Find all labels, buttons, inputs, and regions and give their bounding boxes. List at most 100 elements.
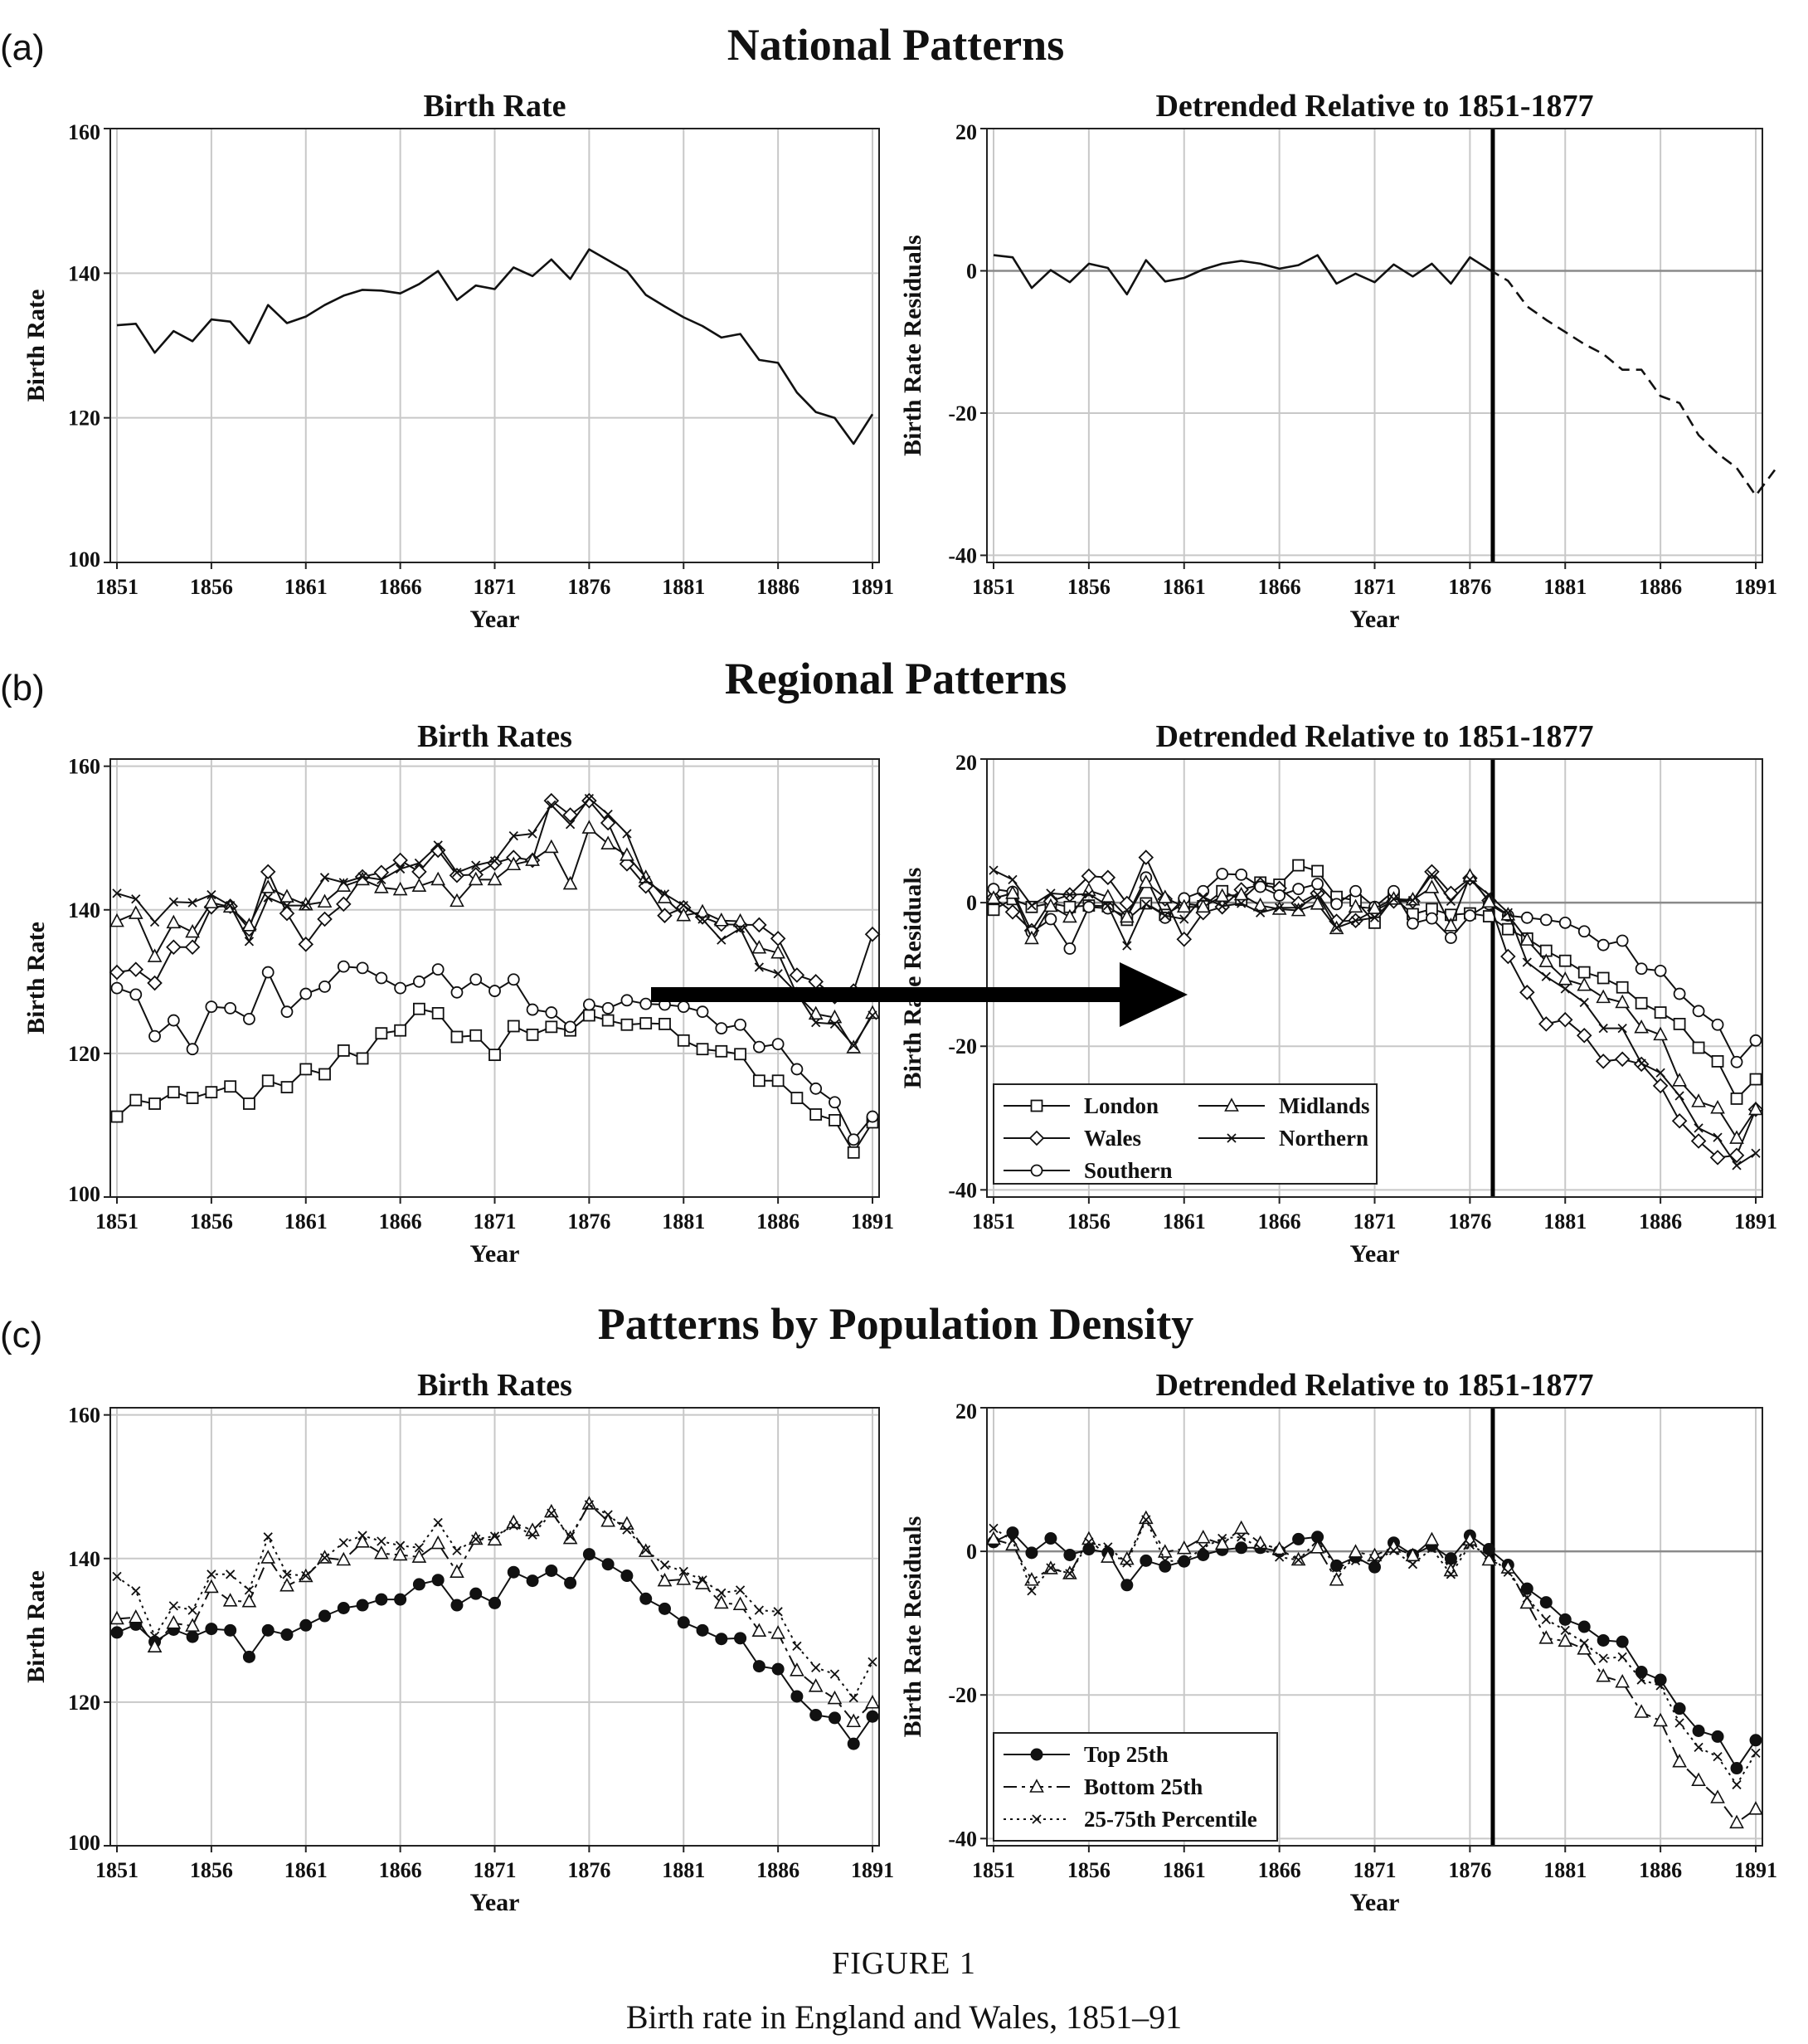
data-point — [986, 1531, 1001, 1545]
data-point — [1579, 997, 1589, 1008]
data-point — [301, 1570, 311, 1581]
data-point — [1217, 901, 1227, 912]
data-point — [547, 800, 556, 810]
x-tick-label: 1891 — [851, 1858, 894, 1882]
x-tick-label: 1881 — [1543, 1209, 1587, 1234]
data-point — [1195, 898, 1211, 913]
data-point — [1730, 1093, 1743, 1105]
data-point — [131, 894, 141, 904]
x-tick-label: 1851 — [972, 575, 1015, 599]
data-point — [770, 1625, 785, 1639]
x-tick-label: 1891 — [851, 1209, 894, 1234]
data-point — [224, 1080, 237, 1093]
data-point — [1195, 1529, 1211, 1544]
legend-box — [993, 1083, 1378, 1185]
data-point — [1024, 1572, 1039, 1586]
data-point — [641, 1545, 651, 1555]
data-point — [1615, 994, 1631, 1009]
data-point — [527, 829, 537, 839]
data-point — [1694, 1742, 1704, 1753]
data-point — [848, 1040, 858, 1050]
data-point — [1138, 874, 1154, 888]
data-point — [149, 917, 160, 927]
data-point — [1426, 869, 1437, 879]
data-point — [1237, 1532, 1247, 1542]
data-point — [280, 1628, 294, 1642]
data-point — [507, 973, 520, 986]
series-line-0 — [993, 254, 1490, 296]
x-tick-label: 1856 — [1067, 575, 1111, 599]
data-point — [1179, 1556, 1189, 1566]
data-point — [450, 893, 464, 908]
data-point — [866, 1110, 879, 1123]
legend-label: Top 25th — [1084, 1742, 1169, 1767]
data-point — [1197, 884, 1210, 898]
data-point — [527, 1530, 537, 1540]
data-point — [1617, 1023, 1627, 1034]
data-point — [1217, 1533, 1227, 1544]
data-point — [545, 1020, 558, 1034]
data-point — [1616, 981, 1629, 994]
data-point — [1597, 971, 1610, 985]
data-point — [241, 917, 257, 932]
x-tick-label: 1851 — [972, 1858, 1015, 1882]
x-axis-label: Year — [470, 1240, 520, 1268]
series-southern — [987, 868, 1762, 1068]
data-point — [751, 917, 767, 933]
x-tick-label: 1886 — [756, 1209, 800, 1234]
data-point — [1557, 1011, 1573, 1028]
series-northern — [989, 865, 1761, 1170]
data-point — [1407, 895, 1418, 906]
data-point — [1560, 984, 1570, 994]
data-point — [1160, 911, 1170, 921]
panel-b-title: Regional Patterns — [725, 654, 1067, 703]
data-point — [1634, 1704, 1649, 1718]
legend-swatch-marker — [1028, 1130, 1045, 1146]
data-point — [395, 864, 406, 874]
data-point — [808, 1678, 824, 1692]
y-tick-label: 100 — [68, 1831, 100, 1855]
data-point — [1119, 1550, 1135, 1565]
data-point — [1749, 1073, 1762, 1086]
data-point — [641, 875, 651, 885]
data-point — [526, 1003, 539, 1016]
figure-caption-label: FIGURE 1 — [832, 1946, 976, 1981]
chart-title: Detrended Relative to 1851-1877 — [1155, 89, 1593, 124]
data-point — [471, 1534, 481, 1545]
data-point — [1634, 1020, 1649, 1034]
data-point — [715, 1633, 728, 1646]
x-tick-label: 1871 — [474, 1209, 517, 1234]
data-point — [1157, 889, 1173, 903]
data-point — [299, 987, 313, 1000]
data-point — [1292, 859, 1305, 872]
data-point — [110, 981, 124, 995]
data-point — [244, 1585, 255, 1595]
data-point — [186, 1630, 199, 1643]
data-point — [1751, 1748, 1761, 1758]
data-point — [1405, 1547, 1421, 1562]
data-point — [717, 935, 727, 945]
data-point — [752, 1040, 765, 1054]
data-point — [620, 1570, 634, 1583]
data-point — [1312, 889, 1323, 900]
data-point — [263, 893, 273, 903]
legend-item: Midlands — [1198, 1093, 1370, 1118]
data-point — [601, 1014, 615, 1027]
data-point — [149, 1631, 160, 1641]
data-point — [565, 1531, 576, 1541]
data-point — [1692, 1041, 1705, 1054]
series-line-1 — [1488, 268, 1776, 497]
data-point — [713, 912, 729, 927]
data-point — [713, 1594, 729, 1609]
x-tick-label: 1881 — [662, 575, 705, 599]
data-point — [167, 1014, 180, 1027]
legend-swatch-marker — [1030, 1748, 1043, 1761]
data-point — [261, 966, 275, 979]
data-point — [1520, 1582, 1533, 1595]
data-point — [414, 1543, 425, 1553]
legend-swatch-marker — [1224, 1097, 1239, 1112]
data-point — [678, 900, 688, 911]
data-point — [565, 820, 576, 830]
data-point — [318, 1068, 331, 1081]
data-point — [471, 860, 481, 870]
